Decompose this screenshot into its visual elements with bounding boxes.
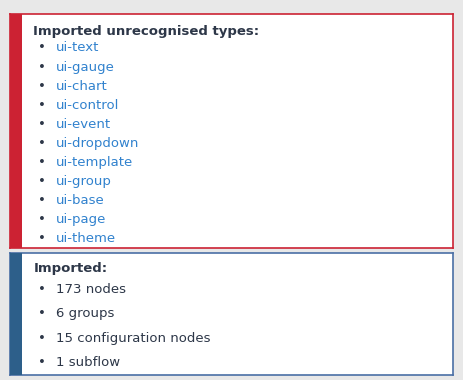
Text: ui-group: ui-group	[56, 175, 112, 188]
Text: 173 nodes: 173 nodes	[56, 283, 125, 296]
Text: ui-control: ui-control	[56, 99, 119, 112]
Text: ui-text: ui-text	[56, 41, 99, 54]
Text: •: •	[38, 41, 46, 54]
Text: ui-theme: ui-theme	[56, 232, 116, 245]
Text: •: •	[38, 307, 46, 320]
Text: ui-base: ui-base	[56, 194, 104, 207]
Text: •: •	[38, 60, 46, 73]
Text: •: •	[38, 283, 46, 296]
Text: Imported unrecognised types:: Imported unrecognised types:	[33, 25, 260, 38]
Bar	[10, 253, 22, 375]
Text: ui-chart: ui-chart	[56, 79, 107, 93]
Text: 1 subflow: 1 subflow	[56, 356, 120, 369]
Text: •: •	[38, 79, 46, 93]
Text: •: •	[38, 213, 46, 226]
Text: •: •	[38, 175, 46, 188]
Text: 6 groups: 6 groups	[56, 307, 114, 320]
Bar	[10, 14, 22, 248]
Text: •: •	[38, 356, 46, 369]
Text: ui-event: ui-event	[56, 118, 111, 131]
Text: •: •	[38, 332, 46, 345]
Text: ui-page: ui-page	[56, 213, 106, 226]
Text: Imported:: Imported:	[33, 261, 107, 274]
Text: ui-gauge: ui-gauge	[56, 60, 114, 73]
Text: 15 configuration nodes: 15 configuration nodes	[56, 332, 210, 345]
Text: •: •	[38, 194, 46, 207]
Text: •: •	[38, 118, 46, 131]
Text: •: •	[38, 99, 46, 112]
Text: •: •	[38, 156, 46, 169]
Text: ui-template: ui-template	[56, 156, 133, 169]
Text: •: •	[38, 137, 46, 150]
Text: ui-dropdown: ui-dropdown	[56, 137, 139, 150]
Text: •: •	[38, 232, 46, 245]
